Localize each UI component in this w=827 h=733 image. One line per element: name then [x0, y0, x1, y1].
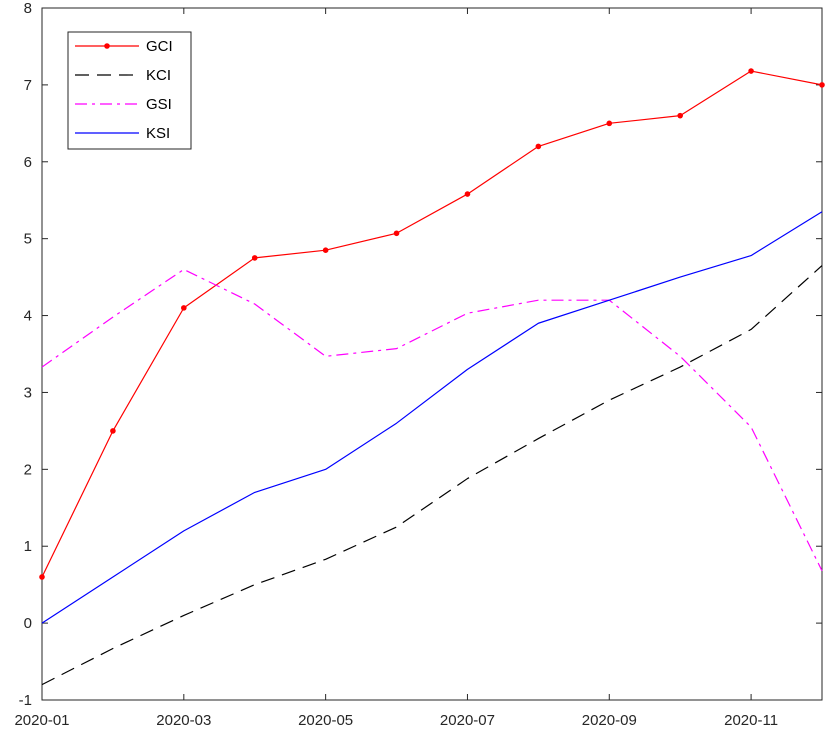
data-point-gci [677, 112, 683, 119]
y-tick-label: 8 [24, 0, 32, 17]
data-point-gci [748, 68, 754, 74]
x-tick-label: 2020-05 [298, 712, 353, 729]
data-point-gci [110, 428, 116, 434]
legend-label-gsi: GSI [146, 96, 172, 113]
y-tick-label: -1 [19, 692, 32, 709]
y-tick-label: 7 [24, 77, 32, 94]
legend-label-ksi: KSI [146, 125, 170, 142]
data-point-gci [535, 143, 542, 150]
x-tick-label: 2020-11 [724, 712, 778, 729]
series-line-kci [41, 265, 823, 686]
data-point-gci [464, 191, 471, 197]
x-tick-label: 2020-01 [14, 712, 69, 729]
data-point-gci [251, 255, 258, 261]
legend-box [67, 31, 192, 150]
y-axis: -1 0 1 2 3 4 5 6 7 8 [19, 0, 822, 709]
series-line-gsi [41, 268, 823, 572]
legend-marker [104, 43, 110, 49]
data-point-gci [819, 82, 825, 88]
x-tick-label: 2020-09 [582, 712, 637, 729]
data-point-gci [322, 247, 329, 253]
legend: GCI KCI GSI KSI [67, 31, 192, 150]
y-tick-label: 6 [24, 154, 32, 171]
legend-label-kci: KCI [146, 67, 171, 84]
legend-label-gci: GCI [146, 38, 173, 55]
series-layer [39, 68, 825, 686]
y-tick-label: 2 [24, 461, 32, 478]
y-tick-label: 3 [24, 384, 32, 401]
series-line-gci [41, 70, 823, 578]
y-tick-label: 1 [24, 538, 32, 555]
y-tick-label: 4 [24, 308, 32, 325]
y-tick-label: 5 [24, 231, 32, 248]
series-line-ksi [41, 211, 823, 624]
x-axis: 2020-01 2020-03 2020-05 2020-07 2020-09 2020-… [14, 8, 778, 729]
x-tick-label: 2020-07 [440, 712, 495, 729]
data-point-gci [393, 230, 400, 237]
y-tick-label: 0 [24, 615, 32, 632]
data-point-gci [39, 574, 45, 580]
data-point-gci [181, 305, 187, 311]
data-point-gci [606, 120, 613, 127]
x-tick-label: 2020-03 [156, 712, 211, 729]
